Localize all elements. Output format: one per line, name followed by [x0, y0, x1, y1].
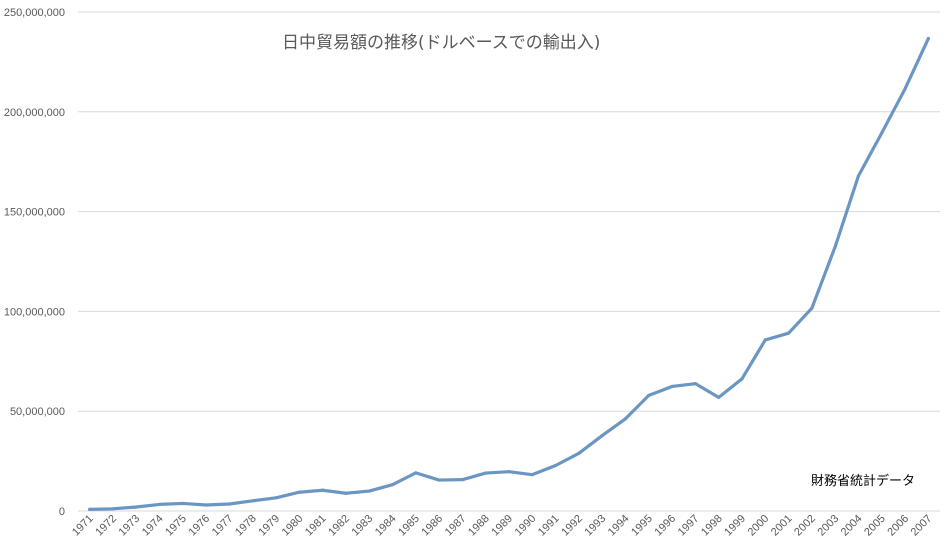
x-tick-label: 1985	[396, 513, 422, 539]
x-tick-label: 1995	[629, 513, 655, 539]
x-tick-label: 1997	[676, 513, 702, 539]
x-tick-label: 1994	[606, 513, 632, 539]
data-point	[926, 36, 930, 41]
data-point	[786, 331, 791, 335]
data-point	[274, 496, 278, 500]
x-tick-label: 1976	[186, 513, 212, 539]
x-tick-label: 2003	[815, 513, 841, 539]
x-tick-label: 1979	[256, 513, 282, 539]
chart-title: 日中貿易額の推移(ドルベースでの輸出入)	[282, 33, 600, 53]
x-tick-label: 2000	[746, 513, 772, 539]
data-point	[530, 473, 534, 477]
x-tick-label: 1993	[583, 513, 609, 539]
data-point	[880, 131, 884, 135]
source-annotation: 財務省統計データ	[811, 473, 915, 489]
data-point	[577, 451, 581, 455]
x-tick-label: 1981	[303, 513, 329, 539]
data-point	[321, 488, 325, 492]
x-tick-label: 1975	[163, 513, 189, 539]
y-tick-label: 200,000,000	[4, 107, 65, 119]
data-point	[833, 245, 837, 249]
x-tick-label: 1978	[233, 513, 259, 539]
y-tick-label: 250,000,000	[4, 7, 65, 19]
y-tick-label: 100,000,000	[4, 306, 65, 318]
x-tick-label: 1980	[280, 513, 306, 539]
x-tick-label: 1989	[489, 513, 515, 539]
x-tick-label: 1988	[466, 513, 492, 539]
data-point	[414, 471, 418, 475]
x-tick-label: 1984	[373, 513, 399, 539]
x-tick-label: 1990	[513, 513, 539, 539]
x-tick-label: 2002	[792, 513, 818, 539]
data-point	[740, 377, 744, 381]
x-tick-label: 1972	[93, 513, 119, 539]
data-point	[553, 463, 558, 468]
x-tick-label: 1998	[699, 513, 725, 539]
data-point	[134, 505, 138, 509]
data-point	[484, 471, 488, 475]
x-tick-label: 1999	[722, 513, 748, 539]
series-line	[88, 36, 930, 511]
x-tick-label: 1987	[443, 513, 469, 539]
data-point	[856, 174, 861, 178]
data-point	[903, 87, 907, 91]
data-point	[344, 491, 348, 495]
data-point	[693, 382, 697, 386]
data-point	[157, 502, 162, 507]
data-point	[763, 338, 767, 342]
y-tick-label: 0	[59, 506, 65, 518]
y-tick-label: 50,000,000	[10, 406, 65, 418]
y-tick-label: 150,000,000	[4, 207, 65, 219]
data-point	[227, 502, 232, 506]
data-point	[111, 507, 115, 511]
data-point	[647, 393, 651, 398]
y-axis-tick-labels: 0 50,000,000 100,000,000 150,000,000 200,000…	[4, 7, 65, 518]
x-tick-label: 1971	[70, 513, 96, 539]
series-layer	[88, 36, 930, 512]
gridlines	[78, 11, 940, 512]
data-point	[600, 433, 604, 438]
data-point	[390, 483, 395, 487]
x-tick-label: 1986	[419, 513, 445, 539]
data-point	[297, 490, 301, 494]
data-point	[810, 306, 814, 310]
data-point	[670, 384, 674, 389]
x-tick-label: 1996	[652, 513, 678, 539]
x-tick-label: 2004	[839, 513, 865, 539]
data-point	[460, 478, 465, 482]
data-point	[623, 417, 628, 421]
data-point	[251, 499, 255, 503]
x-axis-tick-labels: 1971197219731974197519761977197819791980…	[70, 513, 935, 539]
x-tick-label: 1977	[210, 513, 236, 539]
x-tick-label: 1974	[140, 513, 166, 539]
x-tick-label: 1991	[536, 513, 562, 539]
x-tick-label: 2001	[769, 513, 795, 539]
x-tick-label: 2005	[862, 513, 888, 539]
data-point	[204, 503, 208, 507]
data-point	[507, 470, 511, 474]
x-tick-label: 1982	[326, 513, 352, 539]
x-tick-label: 1983	[350, 513, 376, 539]
data-point	[181, 501, 185, 506]
x-tick-label: 2006	[885, 513, 911, 539]
data-point	[717, 395, 721, 400]
x-tick-label: 1992	[559, 513, 585, 539]
data-point	[367, 489, 371, 493]
x-tick-label: 1973	[117, 513, 143, 539]
data-point	[437, 478, 441, 482]
x-tick-label: 2007	[909, 513, 935, 539]
data-point	[88, 507, 92, 512]
